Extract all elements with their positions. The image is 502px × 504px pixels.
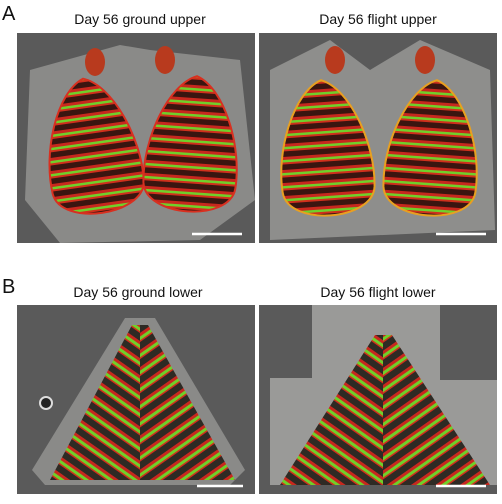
panel-label: A xyxy=(2,3,16,25)
micrograph xyxy=(17,33,255,243)
micrograph xyxy=(259,305,497,494)
image-title: Day 56 ground lower xyxy=(73,284,203,300)
panel-label: B xyxy=(2,276,15,298)
image-title: Day 56 flight lower xyxy=(320,284,436,300)
micrograph xyxy=(17,305,255,494)
image-title: Day 56 flight upper xyxy=(319,11,437,27)
micrograph xyxy=(259,33,497,243)
image-title: Day 56 ground upper xyxy=(74,11,206,27)
